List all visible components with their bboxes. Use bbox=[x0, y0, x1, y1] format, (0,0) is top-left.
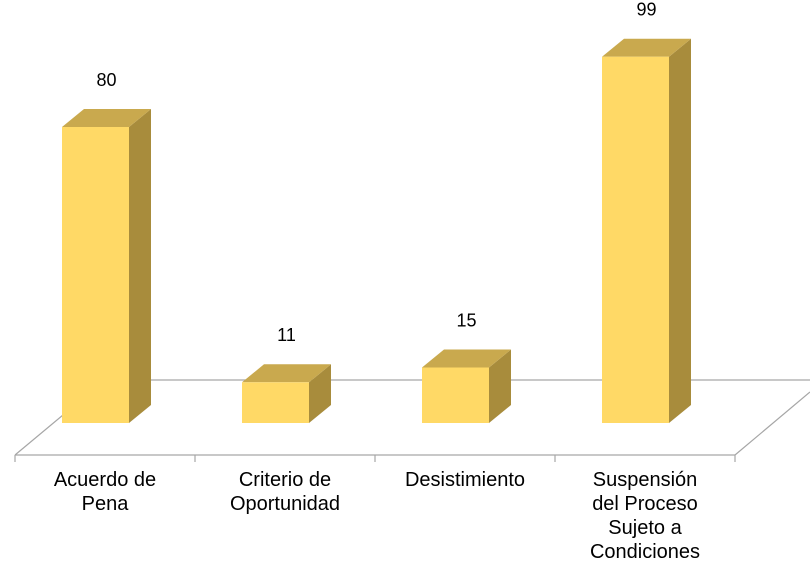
data-label: 11 bbox=[277, 325, 296, 345]
x-tick-label: Desistimiento bbox=[404, 469, 526, 491]
bar bbox=[62, 127, 129, 423]
bar-top bbox=[62, 109, 151, 127]
bar-top bbox=[602, 38, 691, 57]
bar bbox=[242, 382, 309, 423]
bar-side bbox=[489, 349, 511, 423]
data-label: 80 bbox=[96, 70, 116, 90]
bar-side bbox=[129, 109, 151, 423]
floor-right-edge bbox=[734, 391, 810, 456]
bar-top bbox=[422, 349, 511, 368]
x-tick-label: Acuerdo de Pena bbox=[53, 469, 157, 515]
x-tick-label: Suspensión del Proceso Sujeto a Condicio… bbox=[589, 469, 701, 563]
bar-top bbox=[242, 364, 331, 383]
bar-side bbox=[309, 364, 331, 423]
bar-side bbox=[669, 38, 691, 423]
x-tick-label: Criterio de Oportunidad bbox=[229, 469, 341, 515]
bar bbox=[602, 56, 669, 423]
data-label: 99 bbox=[636, 0, 656, 19]
data-label: 15 bbox=[456, 310, 476, 330]
bar bbox=[422, 367, 489, 423]
